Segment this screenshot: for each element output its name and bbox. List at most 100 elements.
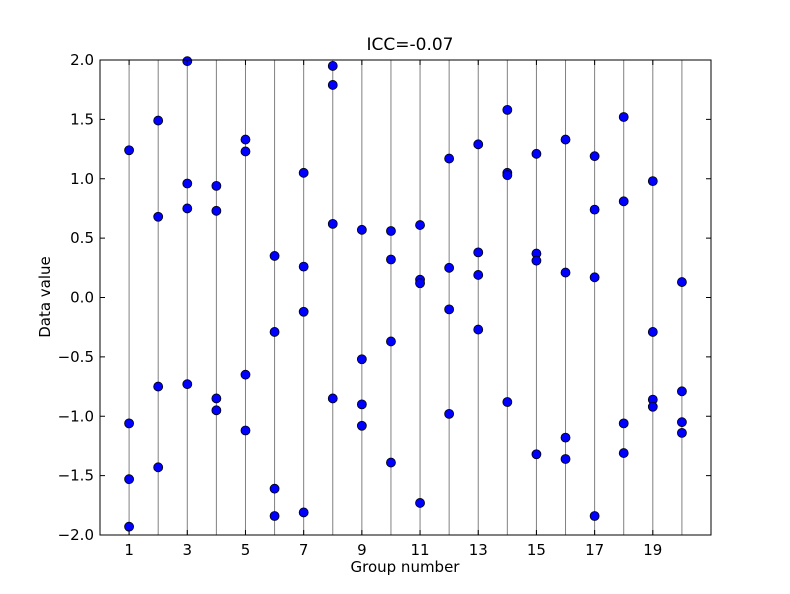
y-tick-label: 2.0 (70, 51, 94, 69)
data-point (444, 153, 455, 164)
data-point (647, 327, 658, 337)
data-point (618, 448, 629, 458)
x-tick-label: 3 (183, 541, 193, 559)
data-point (677, 386, 687, 397)
data-point (211, 205, 222, 216)
data-point (589, 272, 600, 283)
data-point (182, 379, 193, 390)
data-point (386, 254, 396, 265)
data-point (269, 511, 280, 521)
y-tick-label: −2.0 (58, 526, 94, 544)
data-point (269, 483, 280, 494)
data-point (327, 80, 338, 90)
data-point (298, 167, 309, 178)
data-point (531, 449, 542, 460)
data-point (269, 327, 280, 337)
data-point (473, 139, 484, 150)
data-point (531, 255, 542, 266)
data-point (356, 354, 367, 365)
data-point (647, 401, 658, 412)
data-point (153, 211, 164, 222)
x-axis-ticks: 1 3 5 7 9 11 13 15 17 19 (124, 60, 662, 559)
y-tick-label: −1.0 (58, 407, 94, 425)
data-point (415, 498, 425, 508)
data-point (444, 408, 455, 419)
data-point (473, 270, 484, 280)
data-point (327, 218, 338, 229)
data-point (269, 251, 280, 261)
data-point (677, 417, 687, 428)
data-point (356, 399, 367, 410)
data-point (386, 457, 396, 468)
data-point (618, 196, 629, 207)
data-point (182, 178, 193, 189)
data-point (560, 432, 571, 443)
data-point (618, 418, 629, 429)
data-point (211, 405, 222, 416)
data-point (182, 203, 193, 214)
data-point (415, 220, 425, 230)
data-point (240, 425, 251, 436)
data-point (298, 507, 309, 518)
data-point (386, 336, 396, 347)
y-tick-label: 1.0 (70, 170, 94, 188)
data-point (589, 151, 600, 162)
data-point (444, 304, 455, 315)
x-tick-label: 11 (411, 541, 430, 559)
data-point (356, 224, 367, 235)
data-point (153, 462, 164, 473)
data-point (415, 278, 425, 289)
data-point (473, 324, 484, 335)
data-point (153, 115, 164, 126)
data-point (124, 145, 134, 156)
data-point (211, 180, 222, 191)
data-point (560, 134, 571, 145)
data-point (589, 204, 600, 215)
x-tick-label: 15 (527, 541, 546, 559)
data-point (356, 420, 367, 431)
y-tick-label: −0.5 (58, 348, 94, 366)
x-tick-label: 1 (124, 541, 134, 559)
data-points (124, 56, 687, 532)
x-tick-label: 7 (299, 541, 309, 559)
data-point (298, 261, 309, 272)
y-axis-label: Data value (36, 256, 54, 338)
y-axis-ticks: −2.0 −1.5 −1.0 −0.5 0.0 0.5 1.0 1.5 2.0 (58, 51, 711, 544)
data-point (444, 262, 455, 273)
y-tick-label: 1.5 (70, 110, 94, 128)
data-point (124, 418, 134, 429)
data-point (589, 511, 600, 521)
data-point (473, 247, 484, 258)
data-point (618, 112, 629, 122)
x-tick-label: 13 (469, 541, 488, 559)
x-tick-label: 19 (643, 541, 662, 559)
data-point (560, 267, 571, 278)
x-tick-label: 17 (585, 541, 604, 559)
plot-frame (99, 59, 712, 536)
data-point (502, 104, 513, 115)
data-point (240, 134, 251, 145)
data-point (327, 393, 338, 404)
data-point (502, 170, 513, 181)
data-point (677, 277, 687, 287)
data-point (153, 381, 164, 392)
y-tick-label: −1.5 (58, 467, 94, 485)
data-point (502, 397, 513, 407)
data-point (240, 146, 251, 157)
data-point (298, 306, 309, 317)
y-tick-label: 0.5 (70, 229, 94, 247)
data-point (677, 427, 687, 438)
x-axis-label: Group number (351, 558, 461, 576)
chart-title: ICC=-0.07 (367, 35, 454, 55)
data-point (211, 393, 222, 404)
data-point (240, 369, 251, 380)
x-tick-label: 5 (241, 541, 251, 559)
group-lines (128, 60, 683, 535)
data-point (327, 61, 338, 71)
data-point (386, 226, 396, 236)
data-point (124, 474, 134, 485)
data-point (124, 521, 134, 532)
y-tick-label: 0.0 (70, 289, 94, 307)
data-point (531, 148, 542, 159)
